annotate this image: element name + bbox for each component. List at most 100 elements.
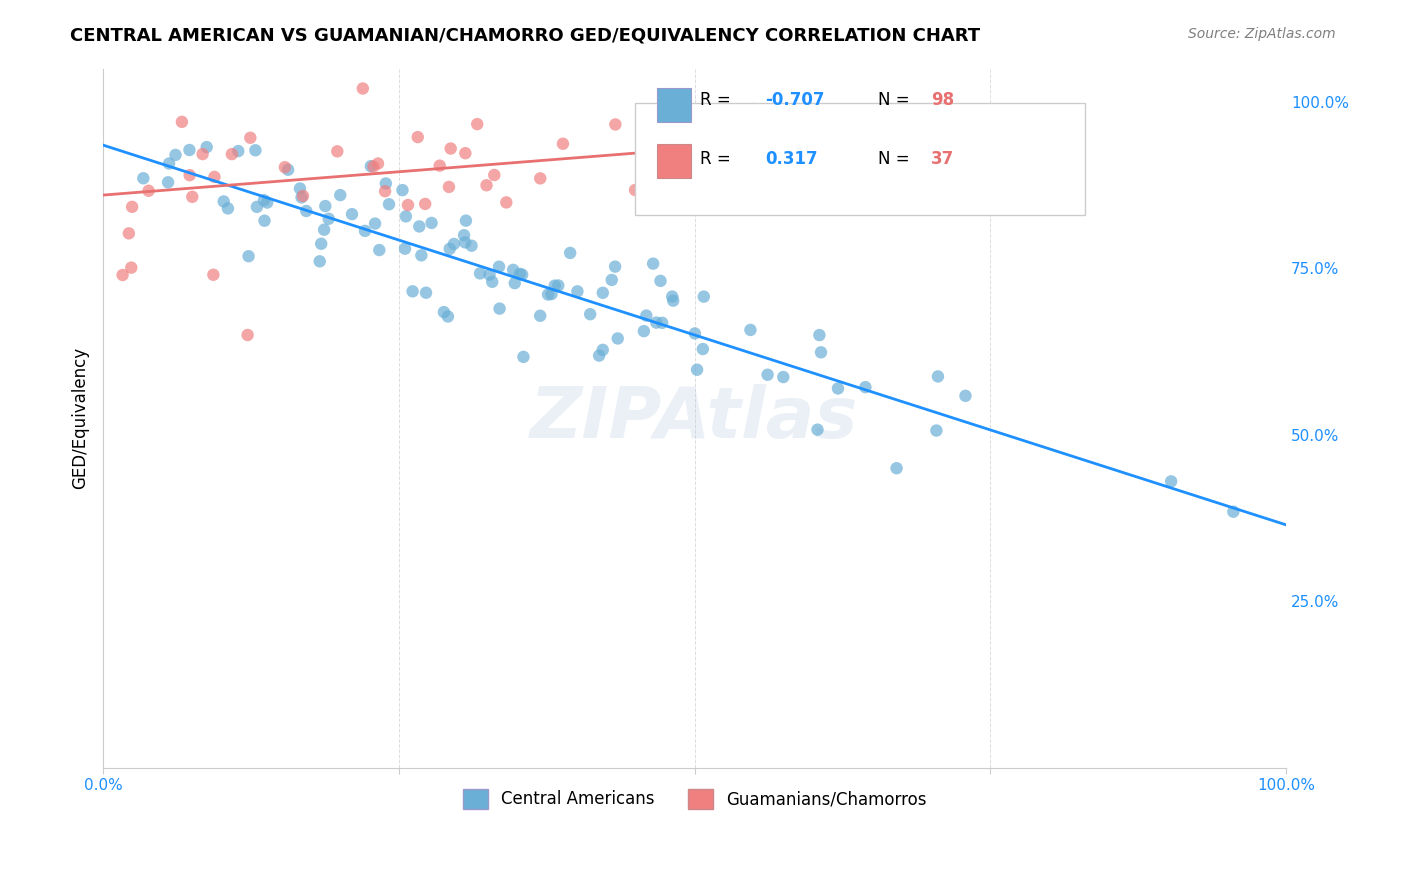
Central Americans — [633, 324, 655, 338]
Central Americans — [588, 349, 610, 363]
Text: ZIPAtlas: ZIPAtlas — [530, 384, 859, 453]
Text: Source: ZipAtlas.com: Source: ZipAtlas.com — [1188, 27, 1336, 41]
Central Americans — [354, 224, 377, 238]
Central Americans — [433, 305, 456, 319]
Central Americans — [740, 323, 762, 337]
Central Americans — [165, 148, 187, 162]
Central Americans — [643, 257, 665, 271]
Text: N =: N = — [877, 151, 915, 169]
Central Americans — [308, 254, 330, 268]
Guamanians/Chamorros — [191, 147, 214, 161]
Central Americans — [288, 181, 311, 195]
Guamanians/Chamorros — [291, 189, 314, 203]
Central Americans — [408, 219, 430, 234]
Guamanians/Chamorros — [529, 171, 551, 186]
Central Americans — [368, 243, 391, 257]
Guamanians/Chamorros — [326, 145, 349, 159]
Guamanians/Chamorros — [440, 142, 463, 156]
Guamanians/Chamorros — [624, 183, 647, 197]
Central Americans — [827, 381, 849, 395]
Text: CENTRAL AMERICAN VS GUAMANIAN/CHAMORRO GED/EQUIVALENCY CORRELATION CHART: CENTRAL AMERICAN VS GUAMANIAN/CHAMORRO G… — [70, 27, 980, 45]
Central Americans — [510, 268, 533, 282]
Central Americans — [560, 246, 582, 260]
Central Americans — [290, 190, 312, 204]
Central Americans — [253, 193, 276, 207]
Central Americans — [927, 369, 949, 384]
Central Americans — [488, 260, 510, 274]
Central Americans — [606, 331, 628, 345]
Guamanians/Chamorros — [274, 160, 297, 174]
Central Americans — [157, 156, 180, 170]
Central Americans — [651, 316, 673, 330]
Guamanians/Chamorros — [121, 200, 143, 214]
Central Americans — [808, 328, 831, 343]
Central Americans — [592, 343, 614, 357]
Central Americans — [401, 285, 423, 299]
Guamanians/Chamorros — [170, 115, 193, 129]
Central Americans — [253, 213, 276, 227]
Guamanians/Chamorros — [204, 169, 226, 184]
Guamanians/Chamorros — [495, 195, 517, 210]
Guamanians/Chamorros — [429, 159, 451, 173]
Text: R =: R = — [700, 91, 737, 109]
Guamanians/Chamorros — [396, 198, 419, 212]
Central Americans — [650, 274, 672, 288]
Central Americans — [481, 275, 503, 289]
Central Americans — [886, 461, 908, 475]
Central Americans — [437, 310, 460, 324]
Central Americans — [1222, 505, 1244, 519]
Central Americans — [453, 228, 475, 243]
Central Americans — [600, 273, 623, 287]
FancyBboxPatch shape — [636, 103, 1085, 215]
Guamanians/Chamorros — [181, 190, 204, 204]
Central Americans — [645, 316, 668, 330]
Guamanians/Chamorros — [406, 130, 429, 145]
Central Americans — [544, 278, 567, 293]
Central Americans — [364, 217, 387, 231]
Central Americans — [411, 248, 433, 262]
Central Americans — [454, 213, 477, 227]
Central Americans — [529, 309, 551, 323]
Central Americans — [179, 143, 201, 157]
Central Americans — [683, 326, 706, 341]
Central Americans — [460, 238, 482, 252]
Guamanians/Chamorros — [742, 102, 765, 116]
Central Americans — [394, 242, 416, 256]
Central Americans — [226, 144, 249, 158]
Text: N =: N = — [877, 91, 915, 109]
Central Americans — [309, 236, 332, 251]
Central Americans — [420, 216, 443, 230]
Central Americans — [314, 199, 336, 213]
Central Americans — [661, 289, 683, 303]
Guamanians/Chamorros — [352, 81, 374, 95]
Central Americans — [340, 207, 363, 221]
Central Americans — [212, 194, 235, 209]
Central Americans — [567, 285, 589, 299]
Central Americans — [391, 183, 413, 197]
Guamanians/Chamorros — [120, 260, 142, 275]
Central Americans — [502, 263, 524, 277]
Guamanians/Chamorros — [367, 156, 389, 170]
Guamanians/Chamorros — [221, 147, 243, 161]
Guamanians/Chamorros — [363, 160, 385, 174]
Guamanians/Chamorros — [465, 117, 488, 131]
Guamanians/Chamorros — [239, 130, 262, 145]
Central Americans — [579, 307, 602, 321]
Central Americans — [925, 424, 948, 438]
Legend: Central Americans, Guamanians/Chamorros: Central Americans, Guamanians/Chamorros — [456, 782, 934, 815]
Guamanians/Chamorros — [236, 328, 259, 343]
FancyBboxPatch shape — [657, 88, 690, 122]
Central Americans — [415, 285, 437, 300]
Central Americans — [246, 200, 269, 214]
FancyBboxPatch shape — [657, 145, 690, 178]
Central Americans — [756, 368, 779, 382]
Central Americans — [537, 287, 560, 301]
Text: R =: R = — [700, 151, 737, 169]
Central Americans — [132, 171, 155, 186]
Central Americans — [603, 260, 626, 274]
Central Americans — [256, 195, 278, 210]
Y-axis label: GED/Equivalency: GED/Equivalency — [72, 347, 89, 490]
Central Americans — [318, 211, 340, 226]
Guamanians/Chamorros — [202, 268, 225, 282]
Text: 37: 37 — [931, 151, 955, 169]
